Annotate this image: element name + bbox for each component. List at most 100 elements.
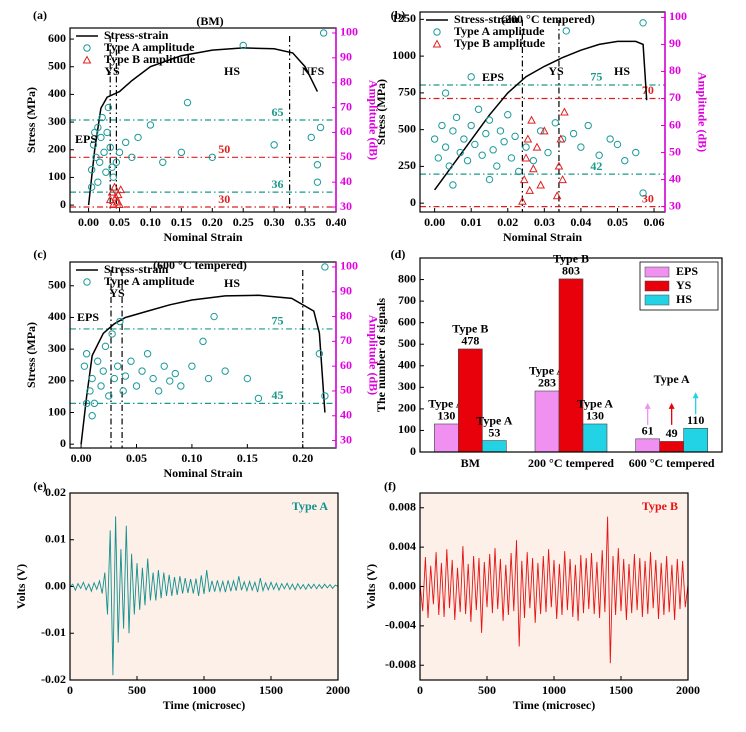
x-tick-label: 0.40 xyxy=(326,215,347,229)
legend-label: Type B xyxy=(642,499,678,513)
y-tick-label: 0 xyxy=(60,197,66,211)
amplitude-point xyxy=(88,374,96,383)
y2-tick-label: 80 xyxy=(340,308,352,322)
amplitude-point xyxy=(94,357,102,365)
amplitude-point xyxy=(529,156,538,165)
y2-tick-label: 50 xyxy=(340,149,352,163)
x-tick-label: 0.00 xyxy=(71,451,92,465)
panel-label: (b) xyxy=(391,8,406,22)
amplitude-point xyxy=(103,128,111,137)
amplitude-point xyxy=(188,362,196,370)
x-tick-label: 0.05 xyxy=(126,451,147,465)
y-tick-label: 400 xyxy=(398,358,416,372)
amplitude-point xyxy=(438,121,446,130)
x-tick-label: 0.00 xyxy=(424,215,445,229)
threshold-label: 30 xyxy=(218,192,230,206)
amplitude-point xyxy=(577,143,585,151)
y-axis-label: Volts (V) xyxy=(14,564,28,609)
amplitude-point xyxy=(270,141,278,149)
amplitude-point xyxy=(511,132,519,141)
bar-value-label: 283 xyxy=(538,376,556,390)
y-axis-label: The number of signals xyxy=(374,298,388,412)
amplitude-point xyxy=(463,156,472,165)
amplitude-point xyxy=(569,129,578,138)
plot-frame xyxy=(419,257,723,453)
y-tick-label: -0.02 xyxy=(41,672,66,686)
amplitude-point xyxy=(110,374,119,383)
x-axis-label: Nominal Strain xyxy=(163,230,242,244)
plot-background xyxy=(70,493,338,680)
y-tick-label: 700 xyxy=(398,293,416,307)
y2-tick-label: 40 xyxy=(340,174,352,188)
legend-swatch xyxy=(644,266,670,278)
x-tick-label: 0 xyxy=(417,683,423,697)
panel-label: (d) xyxy=(391,247,406,261)
amplitude-point xyxy=(87,166,96,174)
amplitude-point xyxy=(108,330,116,338)
amplitude-point xyxy=(100,148,108,157)
amplitude-point xyxy=(460,135,468,143)
legend-label: Type A amplitude xyxy=(454,24,545,38)
bar-value-label: 478 xyxy=(461,334,479,348)
threshold-label: 70 xyxy=(642,83,654,97)
threshold-label: 36 xyxy=(271,177,283,191)
amplitude-point xyxy=(95,158,104,166)
plot-background xyxy=(420,493,688,680)
amplitude-point xyxy=(111,192,121,201)
amplitude-point xyxy=(452,113,461,122)
x-tick-label: 1000 xyxy=(542,683,566,697)
y-tick-label: 1000 xyxy=(392,48,416,62)
x-tick-label: 200 °C tempered xyxy=(528,456,614,470)
arrow-head xyxy=(644,402,651,409)
x-tick-label: 0.01 xyxy=(461,215,482,229)
amplitude-point xyxy=(221,367,229,375)
series-line xyxy=(87,47,319,206)
y2-tick-label: 40 xyxy=(669,171,681,185)
amplitude-point xyxy=(105,195,115,204)
amplitude-point xyxy=(639,189,647,197)
x-tick-label: 1500 xyxy=(609,683,633,697)
amplitude-point xyxy=(177,382,185,390)
amplitude-point xyxy=(430,135,439,143)
bar-note: Type A xyxy=(577,397,613,411)
amplitude-point xyxy=(110,182,119,191)
y-tick-label: 100 xyxy=(398,422,416,436)
legend-label: Stress-strain xyxy=(104,262,169,276)
y-tick-label: 0.000 xyxy=(389,578,416,592)
amplitude-point xyxy=(519,175,529,184)
y-axis-label: Stress (MPa) xyxy=(24,87,38,153)
amplitude-point xyxy=(121,372,130,380)
amplitude-point xyxy=(121,138,130,147)
y2-tick-label: 90 xyxy=(669,36,681,50)
bar xyxy=(458,348,483,453)
bar-value-label: 803 xyxy=(562,264,580,278)
region-label: (600 °C tempered) xyxy=(153,258,247,272)
y-tick-label: 100 xyxy=(48,169,66,183)
legend-symbol xyxy=(433,28,441,36)
y2-tick-label: 60 xyxy=(340,358,352,372)
amplitude-point xyxy=(504,111,512,119)
amplitude-point xyxy=(613,140,622,149)
amplitude-point xyxy=(525,185,535,194)
bar xyxy=(534,390,560,453)
y-axis-label: Stress (MPa) xyxy=(24,322,38,388)
amplitude-point xyxy=(97,133,105,142)
amplitude-point xyxy=(507,154,516,162)
amplitude-point xyxy=(313,178,322,186)
amplitude-point xyxy=(485,175,494,184)
y2-tick-label: 100 xyxy=(340,259,358,273)
amplitude-point xyxy=(112,158,121,166)
y-tick-label: 1250 xyxy=(392,11,416,25)
amplitude-point xyxy=(183,98,192,107)
y2-tick-label: 60 xyxy=(669,117,681,131)
x-tick-label: 0.15 xyxy=(237,451,258,465)
legend-label: Stress-strain xyxy=(104,28,169,42)
amplitude-point xyxy=(171,369,179,378)
amplitude-point xyxy=(159,158,167,166)
region-label: (200 °C tempered) xyxy=(501,12,595,26)
amplitude-point xyxy=(113,190,123,199)
amplitude-point xyxy=(149,374,157,383)
region-label: (BM) xyxy=(196,14,223,28)
amplitude-point xyxy=(313,161,322,169)
y-tick-label: 200 xyxy=(48,373,66,387)
